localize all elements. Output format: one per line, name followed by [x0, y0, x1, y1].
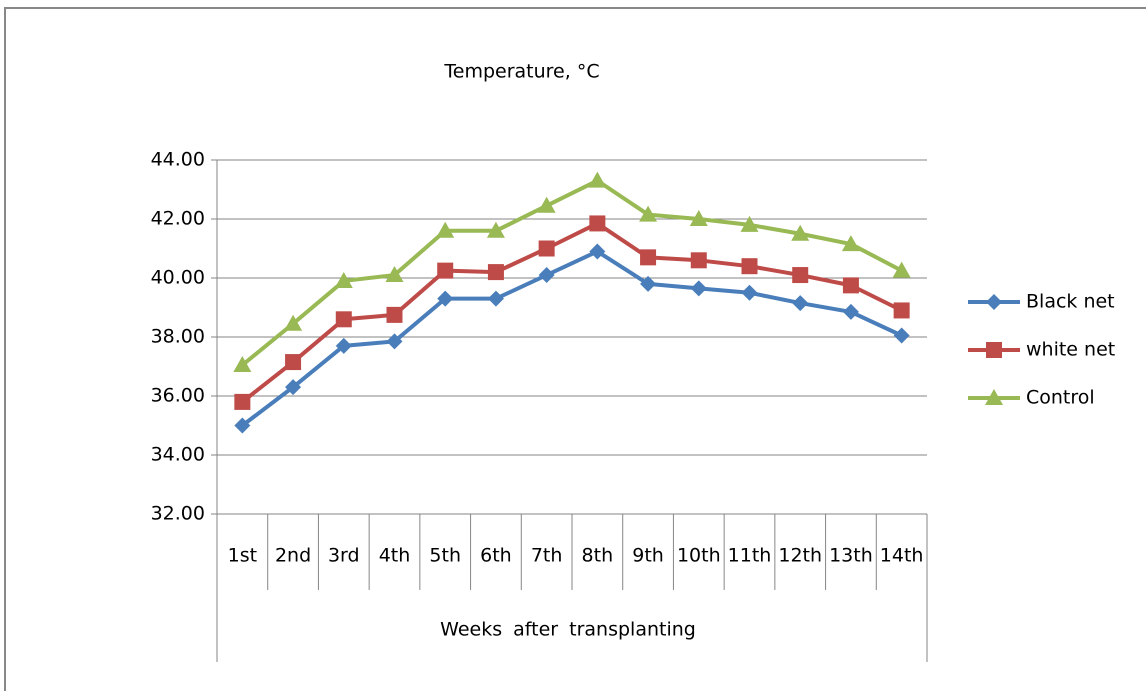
marker [741, 258, 758, 275]
x-tick-label: 5th [429, 545, 461, 567]
x-tick-label: 9th [632, 545, 664, 567]
marker [285, 379, 302, 396]
y-tick-label: 36.00 [151, 385, 205, 407]
y-tick-label: 34.00 [151, 444, 205, 466]
marker [791, 224, 810, 241]
series-line [241, 178, 903, 367]
marker [792, 295, 809, 312]
x-tick-label: 4th [379, 545, 411, 567]
series-line [241, 221, 903, 404]
marker [486, 221, 505, 238]
marker [588, 171, 607, 188]
marker [335, 311, 352, 328]
legend-marker [986, 342, 1002, 358]
x-axis-title: Weeks after transplanting [440, 619, 696, 641]
marker [589, 243, 606, 260]
marker [893, 327, 910, 344]
marker [589, 215, 606, 232]
marker [689, 210, 708, 226]
legend-label: white net [1026, 339, 1115, 361]
marker [285, 354, 302, 371]
x-tick-label: 10th [677, 545, 721, 567]
marker [537, 196, 556, 213]
marker [841, 235, 860, 252]
y-tick-label: 40.00 [151, 267, 205, 289]
y-tick-label: 38.00 [151, 326, 205, 348]
marker [284, 314, 303, 331]
marker [538, 240, 555, 257]
marker [234, 393, 251, 410]
marker [487, 264, 504, 281]
x-tick-label: 11th [728, 545, 772, 567]
marker [233, 356, 252, 373]
marker [437, 290, 454, 307]
marker [334, 271, 353, 288]
marker [639, 205, 658, 222]
y-tick-label: 42.00 [151, 208, 205, 230]
x-tick-label: 14th [880, 545, 924, 567]
marker [892, 261, 911, 278]
marker [741, 284, 758, 301]
marker [893, 302, 910, 319]
marker [234, 417, 251, 434]
x-tick-label: 12th [778, 545, 822, 567]
marker [386, 333, 403, 350]
series-line [241, 249, 903, 428]
marker [335, 337, 352, 354]
x-tick-label: 13th [829, 545, 873, 567]
x-tick-label: 1st [228, 545, 257, 567]
legend-marker [985, 389, 1003, 405]
chart-frame [4, 7, 1146, 691]
x-tick-label: 3rd [328, 545, 360, 567]
marker [640, 275, 657, 292]
marker [538, 267, 555, 284]
y-tick-label: 32.00 [151, 503, 205, 525]
marker [690, 280, 707, 297]
marker [842, 303, 859, 320]
marker [385, 266, 404, 283]
x-tick-label: 6th [480, 545, 512, 567]
x-tick-label: 7th [531, 545, 563, 567]
marker [386, 306, 403, 323]
legend-marker [986, 294, 1002, 310]
chart-title: Temperature, °C [443, 61, 599, 83]
legend-label: Control [1026, 387, 1095, 409]
marker [792, 267, 809, 284]
marker [842, 277, 859, 294]
x-tick-label: 8th [582, 545, 614, 567]
marker [436, 221, 455, 238]
marker [437, 262, 454, 279]
y-tick-label: 44.00 [151, 149, 205, 171]
marker [487, 290, 504, 307]
marker [640, 249, 657, 266]
legend-label: Black net [1026, 291, 1115, 313]
x-tick-label: 2nd [275, 545, 311, 567]
marker [740, 215, 759, 232]
marker [690, 252, 707, 269]
